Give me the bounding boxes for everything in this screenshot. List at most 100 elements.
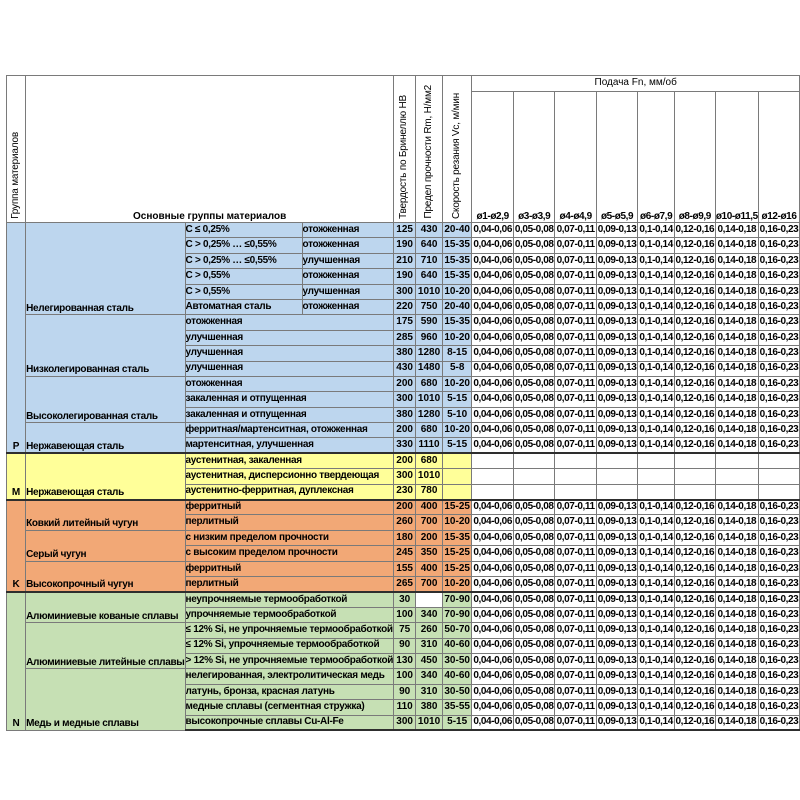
material-description-cell: закаленная и отпущенная <box>184 391 395 408</box>
feed-value-cell: 0,16-0,23 <box>758 498 800 516</box>
feed-value-cell: 0,1-0,14 <box>637 237 675 254</box>
feed-value-cell <box>714 452 760 470</box>
material-subgroup-cell: C > 0,55% <box>184 268 303 285</box>
speed-cell: 15-35 <box>441 314 473 331</box>
feed-value-cell: 0,09-0,13 <box>595 221 639 239</box>
material-state-cell: отожженная <box>301 268 395 285</box>
feed-value-cell: 0,05-0,08 <box>512 545 556 562</box>
material-description-cell: перлитный <box>184 575 395 593</box>
speed-cell: 15-35 <box>441 252 473 270</box>
material-description-cell: ≤ 12% Si, не упрочняемые термообработкой <box>184 622 395 639</box>
feed-value-cell: 0,09-0,13 <box>595 637 639 654</box>
feed-value-cell: 0,1-0,14 <box>637 283 675 300</box>
feed-value-cell <box>595 452 639 470</box>
feed-value-cell <box>758 483 800 501</box>
speed-cell: 10-20 <box>441 375 473 393</box>
feed-value-cell: 0,12-0,16 <box>673 422 716 439</box>
strength-cell: 680 <box>415 452 443 470</box>
feed-value-cell: 0,14-0,18 <box>714 622 760 639</box>
materials-table-body: P Нелегированная сталь C ≤ 0,25% отожженная… <box>5 221 800 732</box>
feed-value-cell: 0,05-0,08 <box>512 375 556 393</box>
feed-value-cell: 0,05-0,08 <box>512 252 556 270</box>
feed-value-cell: 0,1-0,14 <box>637 606 675 624</box>
feed-value-cell: 0,1-0,14 <box>637 529 675 547</box>
material-description-cell: аустенитная, закаленная <box>184 452 395 470</box>
feed-value-cell: 0,04-0,06 <box>471 406 514 424</box>
hardness-cell: 430 <box>393 360 417 377</box>
feed-value-cell: 0,1-0,14 <box>637 314 675 331</box>
feed-value-cell: 0,14-0,18 <box>714 529 760 547</box>
feed-value-cell: 0,05-0,08 <box>512 714 556 732</box>
feed-value-cell: 0,07-0,11 <box>554 360 597 377</box>
feed-value-cell: 0,05-0,08 <box>512 345 556 362</box>
feed-value-cell <box>595 483 639 501</box>
feed-value-cell <box>554 452 597 470</box>
material-description-cell: улучшенная <box>184 329 395 347</box>
speed-cell <box>441 452 473 470</box>
feed-value-cell: 0,1-0,14 <box>637 406 675 424</box>
feed-value-cell: 0,07-0,11 <box>554 283 597 300</box>
material-group-cell: Медь и медные сплавы <box>25 668 186 731</box>
hardness-cell: 125 <box>393 221 417 239</box>
feed-value-cell: 0,12-0,16 <box>673 375 716 393</box>
material-description-cell: ферритный <box>184 498 395 516</box>
feed-value-cell: 0,07-0,11 <box>554 529 597 547</box>
feed-value-cell: 0,16-0,23 <box>758 406 800 424</box>
feed-value-cell: 0,12-0,16 <box>673 560 716 577</box>
feed-column-header: ø4-ø4,9 <box>554 91 597 223</box>
strength-cell: 200 <box>415 529 443 547</box>
feed-value-cell: 0,16-0,23 <box>758 391 800 408</box>
feed-value-cell: 0,04-0,06 <box>471 221 514 239</box>
feed-value-cell: 0,1-0,14 <box>637 514 675 531</box>
feed-value-cell: 0,09-0,13 <box>595 237 639 254</box>
hardness-cell: 285 <box>393 329 417 347</box>
strength-cell: 1010 <box>415 714 443 732</box>
feed-value-cell: 0,04-0,06 <box>471 590 514 608</box>
strength-cell: 400 <box>415 498 443 516</box>
speed-cell: 15-35 <box>441 268 473 285</box>
feed-value-cell: 0,07-0,11 <box>554 575 597 593</box>
header-feed-banner: Подача Fn, мм/об <box>471 75 800 92</box>
feed-value-cell: 0,1-0,14 <box>637 590 675 608</box>
feed-value-cell: 0,16-0,23 <box>758 422 800 439</box>
feed-value-cell: 0,1-0,14 <box>637 622 675 639</box>
material-group-cell: Низколегированная сталь <box>25 314 186 377</box>
feed-value-cell: 0,05-0,08 <box>512 637 556 654</box>
materials-cutting-table: Группа материалов Основные группы матери… <box>5 75 800 732</box>
feed-value-cell: 0,04-0,06 <box>471 514 514 531</box>
feed-value-cell: 0,09-0,13 <box>595 314 639 331</box>
feed-value-cell: 0,07-0,11 <box>554 668 597 685</box>
strength-cell: 1280 <box>415 406 443 424</box>
feed-value-cell: 0,12-0,16 <box>673 714 716 732</box>
feed-value-cell: 0,09-0,13 <box>595 683 639 701</box>
hardness-cell: 200 <box>393 422 417 439</box>
feed-value-cell <box>714 468 760 485</box>
speed-cell: 8-15 <box>441 345 473 362</box>
feed-value-cell <box>637 468 675 485</box>
material-state-cell: отожженная <box>301 237 395 254</box>
feed-value-cell: 0,1-0,14 <box>637 437 675 454</box>
header-speed-label: Скорость резания Vc, м/мин <box>450 92 462 219</box>
feed-value-cell: 0,14-0,18 <box>714 714 760 732</box>
strength-cell: 1280 <box>415 345 443 362</box>
material-description-cell: аустенитно-ферритная, дуплексная <box>184 483 395 501</box>
feed-value-cell: 0,12-0,16 <box>673 345 716 362</box>
feed-value-cell: 0,04-0,06 <box>471 391 514 408</box>
speed-cell: 5-15 <box>441 714 473 732</box>
feed-value-cell: 0,07-0,11 <box>554 252 597 270</box>
speed-cell: 15-35 <box>441 237 473 254</box>
feed-value-cell: 0,04-0,06 <box>471 329 514 347</box>
feed-value-cell: 0,07-0,11 <box>554 622 597 639</box>
hardness-cell: 75 <box>393 622 417 639</box>
feed-value-cell: 0,16-0,23 <box>758 437 800 454</box>
feed-value-cell <box>758 452 800 470</box>
feed-value-cell: 0,1-0,14 <box>637 545 675 562</box>
feed-value-cell: 0,09-0,13 <box>595 714 639 732</box>
material-description-cell: улучшенная <box>184 345 395 362</box>
feed-value-cell: 0,12-0,16 <box>673 606 716 624</box>
hardness-cell: 190 <box>393 268 417 285</box>
hardness-cell: 200 <box>393 375 417 393</box>
feed-value-cell: 0,16-0,23 <box>758 329 800 347</box>
hardness-cell: 210 <box>393 252 417 270</box>
feed-value-cell: 0,14-0,18 <box>714 422 760 439</box>
